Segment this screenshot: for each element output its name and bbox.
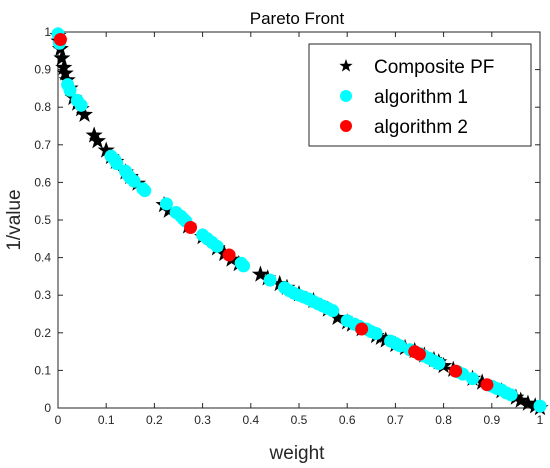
legend-entry-composite-pf: Composite PF <box>339 57 494 78</box>
y-tick-label: 1 <box>44 25 51 39</box>
x-tick-label: 0.4 <box>242 413 259 427</box>
x-axis: 0 0.1 0.2 0.3 0.4 0.5 0.6 0.7 0.8 0.9 1 <box>55 32 544 427</box>
chart-title: Pareto Front <box>250 9 345 28</box>
algorithm-1-point <box>74 98 88 112</box>
algorithm-1-point <box>263 273 277 287</box>
y-tick-label: 0.5 <box>34 213 51 227</box>
x-tick-label: 0 <box>55 413 62 427</box>
algorithm-1-point <box>127 174 141 188</box>
y-tick-label: 0 <box>44 401 51 415</box>
algorithm-1-point <box>369 327 383 341</box>
algorithm-2-point <box>449 364 463 378</box>
algorithm-2-point <box>413 347 426 361</box>
legend-star-shape <box>339 59 353 72</box>
algorithm-2-point <box>480 378 494 392</box>
legend-label-composite-pf: Composite PF <box>374 57 494 78</box>
algorithm-1-point <box>533 399 547 413</box>
x-tick-label: 0.6 <box>339 413 356 427</box>
composite-pf-point <box>97 141 115 158</box>
algorithm-2-point <box>184 221 198 235</box>
y-tick-label: 0.8 <box>34 100 51 114</box>
algorithm-1-point <box>138 184 152 198</box>
composite-pf-point <box>88 132 107 149</box>
y-tick-label: 0.4 <box>34 251 51 265</box>
x-tick-label: 0.7 <box>387 413 404 427</box>
y-tick-label: 0.1 <box>34 363 51 377</box>
x-tick-label: 0.1 <box>98 413 115 427</box>
data-points <box>49 26 549 416</box>
legend-entry-algorithm-1: algorithm 1 <box>340 87 468 108</box>
x-tick-label: 0.2 <box>146 413 163 427</box>
algorithm-1-point <box>237 259 251 273</box>
composite-pf-point <box>56 64 74 81</box>
x-tick-label: 0.9 <box>483 413 500 427</box>
legend-star-marker <box>339 59 353 72</box>
y-axis-label: 1/value <box>4 189 25 250</box>
algorithm-1-point <box>504 388 518 402</box>
composite-pf-point <box>251 265 269 282</box>
composite-pf-point <box>271 274 289 292</box>
algorithm-1-point <box>326 304 340 318</box>
y-tick-label: 0.2 <box>34 326 51 340</box>
composite-pf-point <box>55 58 73 75</box>
composite-pf-point <box>75 105 94 122</box>
x-tick-label: 1 <box>537 413 544 427</box>
composite-pf-point <box>53 49 71 66</box>
algorithm-1-point <box>63 83 77 97</box>
y-tick-label: 0.7 <box>34 138 51 152</box>
legend-label-algorithm-2: algorithm 2 <box>374 117 468 138</box>
legend-entry-algorithm-2: algorithm 2 <box>340 117 468 138</box>
series-algorithm-2 <box>53 33 494 392</box>
y-tick-label: 0.9 <box>34 63 51 77</box>
x-tick-label: 0.3 <box>194 413 211 427</box>
legend-cyan-marker <box>340 90 352 102</box>
x-tick-label: 0.8 <box>435 413 452 427</box>
algorithm-1-point <box>159 197 173 211</box>
algorithm-2-point <box>222 248 236 262</box>
algorithm-1-point <box>110 157 124 171</box>
composite-pf-point <box>329 308 347 326</box>
y-tick-label: 0.6 <box>34 175 51 189</box>
composite-pf-point <box>85 126 103 143</box>
legend-red-marker <box>340 120 352 132</box>
legend-label-algorithm-1: algorithm 1 <box>374 87 468 108</box>
algorithm-2-point <box>355 322 369 336</box>
composite-pf-point <box>519 394 537 411</box>
composite-pf-point <box>512 391 530 408</box>
series-algorithm-1 <box>51 27 547 413</box>
algorithm-1-point <box>466 372 480 386</box>
algorithm-1-point <box>432 357 446 371</box>
x-tick-label: 0.5 <box>291 413 308 427</box>
y-tick-label: 0.3 <box>34 288 51 302</box>
algorithm-1-point <box>210 239 224 253</box>
algorithm-2-point <box>53 33 67 47</box>
legend: Composite PF algorithm 1 algorithm 2 <box>308 43 532 147</box>
x-axis-label: weight <box>269 443 326 464</box>
